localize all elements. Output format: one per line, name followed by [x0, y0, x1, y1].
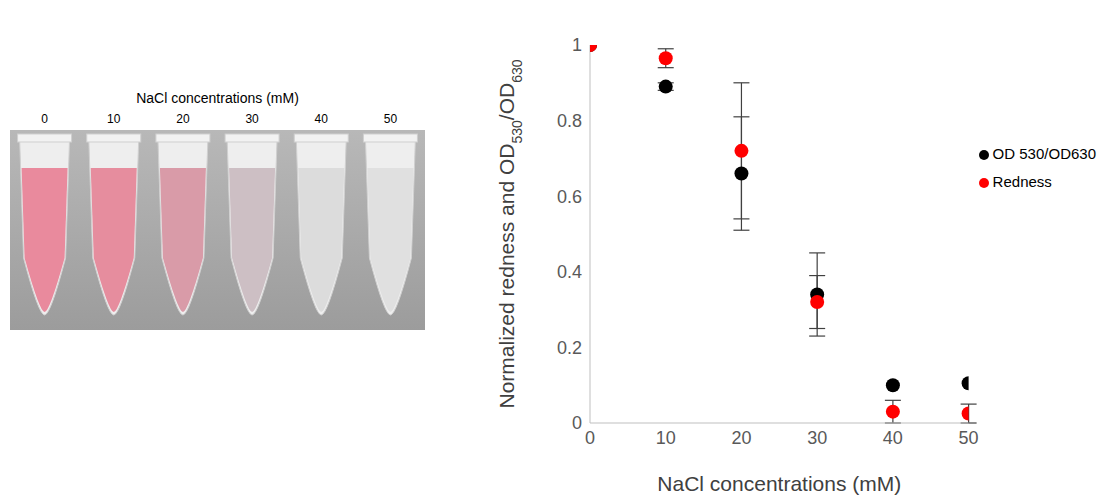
html-text:OD 530/OD630: OD 530/OD630	[992, 145, 1096, 162]
svg-text:0: 0	[41, 112, 48, 126]
svg-text:10: 10	[107, 112, 121, 126]
svg-text:20: 20	[176, 112, 190, 126]
svg-text:30: 30	[245, 112, 259, 126]
svg-text:50: 50	[384, 112, 398, 126]
svg-text:0.2: 0.2	[557, 338, 582, 358]
svg-text:20: 20	[731, 428, 751, 448]
svg-text:40: 40	[315, 112, 329, 126]
svg-text:0: 0	[572, 413, 582, 433]
svg-text:NaCl concentrations (mM): NaCl concentrations (mM)	[657, 472, 901, 495]
svg-text:0.4: 0.4	[557, 262, 582, 282]
svg-text:50: 50	[959, 428, 979, 448]
svg-text:0.6: 0.6	[557, 187, 582, 207]
svg-text:30: 30	[807, 428, 827, 448]
svg-text:NaCl concentrations (mM): NaCl concentrations (mM)	[136, 90, 299, 106]
svg-text:Normalized redness and OD530/O: Normalized redness and OD530/OD630	[495, 59, 525, 408]
html-text:Redness: Redness	[992, 173, 1052, 190]
svg-text:0.8: 0.8	[557, 111, 582, 131]
svg-text:40: 40	[883, 428, 903, 448]
svg-text:0: 0	[585, 428, 595, 448]
svg-text:10: 10	[656, 428, 676, 448]
svg-text:1: 1	[572, 35, 582, 55]
